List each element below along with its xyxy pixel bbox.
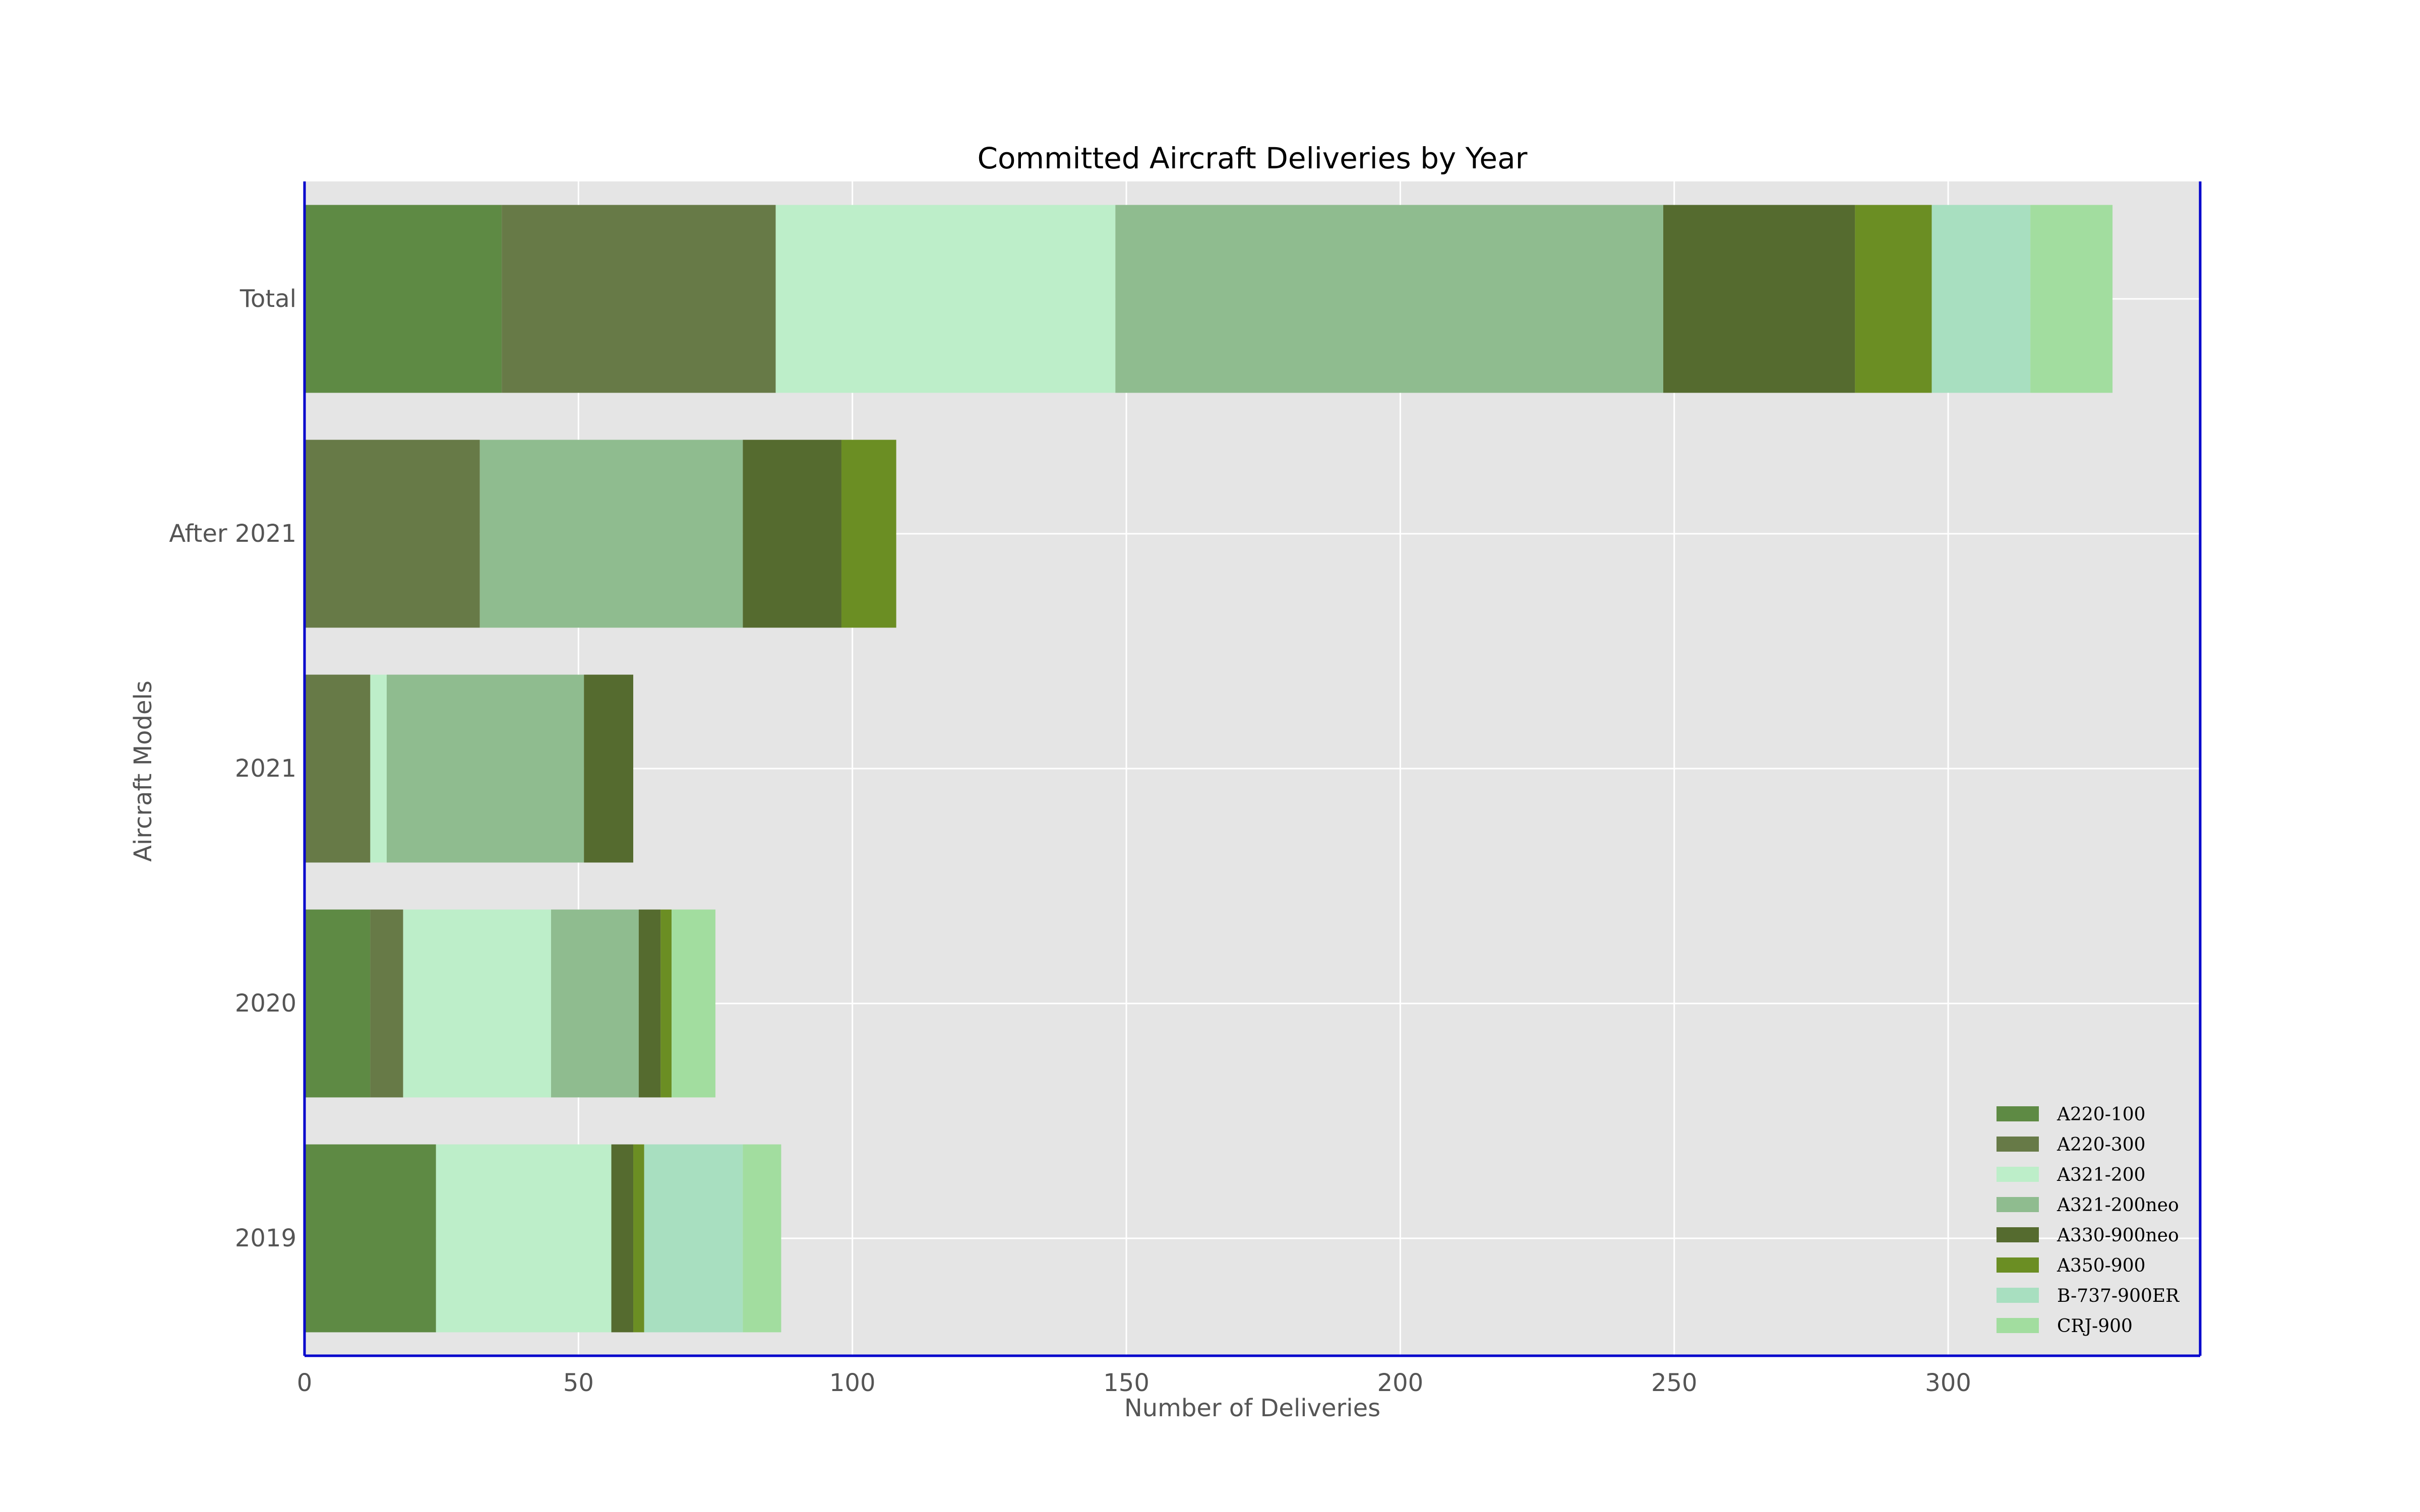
x-tick-label: 250 [1651, 1369, 1698, 1397]
chart-title: Committed Aircraft Deliveries by Year [978, 141, 1528, 175]
bar-segment [1663, 205, 1855, 393]
bar-segment [305, 439, 480, 628]
x-axis-label: Number of Deliveries [1124, 1394, 1380, 1422]
x-tick-label: 150 [1103, 1369, 1150, 1397]
legend-label: A220-300 [2056, 1135, 2146, 1155]
x-tick-label: 200 [1377, 1369, 1424, 1397]
y-tick-label: 2019 [235, 1224, 296, 1252]
bar-segment [611, 1144, 634, 1333]
bar-segment [305, 1144, 436, 1333]
y-tick-label: 2020 [235, 989, 296, 1018]
legend-swatch [1996, 1137, 2039, 1152]
legend-label: A321-200 [2056, 1165, 2146, 1185]
bar-segment [305, 674, 371, 863]
x-tick-label: 50 [563, 1369, 594, 1397]
bar-segment [775, 205, 1116, 393]
bar-segment [633, 1144, 644, 1333]
bar-segment [644, 1144, 743, 1333]
y-axis-label: Aircraft Models [129, 680, 157, 862]
y-tick-label: Total [239, 285, 296, 313]
x-tick-label: 0 [297, 1369, 313, 1397]
legend-swatch [1996, 1167, 2039, 1182]
legend-label: B-737-900ER [2057, 1286, 2180, 1306]
bar-segment [1855, 205, 1932, 393]
bar-segment [370, 909, 403, 1098]
legend-swatch [1996, 1318, 2039, 1333]
bar-segment [660, 909, 672, 1098]
legend-swatch [1996, 1227, 2039, 1242]
bar-segment [743, 1144, 781, 1333]
legend-label: A350-900 [2056, 1255, 2146, 1276]
bar-segment [1931, 205, 2031, 393]
legend-swatch [1996, 1197, 2039, 1212]
x-tick-label: 300 [1925, 1369, 1971, 1397]
bar-segment [638, 909, 661, 1098]
bar-segment [436, 1144, 612, 1333]
legend-swatch [1996, 1106, 2039, 1121]
bar-segment [305, 909, 371, 1098]
bars [305, 205, 2113, 1333]
bar-segment [387, 674, 584, 863]
legend-swatch [1996, 1288, 2039, 1303]
legend-label: A330-900neo [2056, 1225, 2179, 1246]
legend-label: A220-100 [2056, 1104, 2146, 1125]
y-tick-label: 2021 [235, 754, 296, 783]
bar-segment [743, 439, 841, 628]
bar-segment [305, 205, 502, 393]
bar-segment [841, 439, 896, 628]
legend-label: CRJ-900 [2057, 1316, 2133, 1337]
y-tick-label: After 2021 [169, 520, 296, 548]
bar-segment [672, 909, 716, 1098]
bar-segment [370, 674, 387, 863]
legend-swatch [1996, 1257, 2039, 1273]
bar-segment [1115, 205, 1664, 393]
legend: A220-100 A220-300 A321-200 A321-200neo A330-… [1996, 1104, 2180, 1337]
bar-segment [551, 909, 639, 1098]
legend-label: A321-200neo [2056, 1195, 2179, 1216]
bar-segment [502, 205, 776, 393]
tick-labels: 0 50 100 150 200 250 300 2019 2020 2021 After 2021… [169, 285, 1971, 1397]
x-tick-label: 100 [829, 1369, 876, 1397]
axes [303, 181, 2202, 1357]
bar-segment [2030, 205, 2113, 393]
bar-segment [479, 439, 743, 628]
bar-segment [403, 909, 552, 1098]
bar-segment [584, 674, 634, 863]
